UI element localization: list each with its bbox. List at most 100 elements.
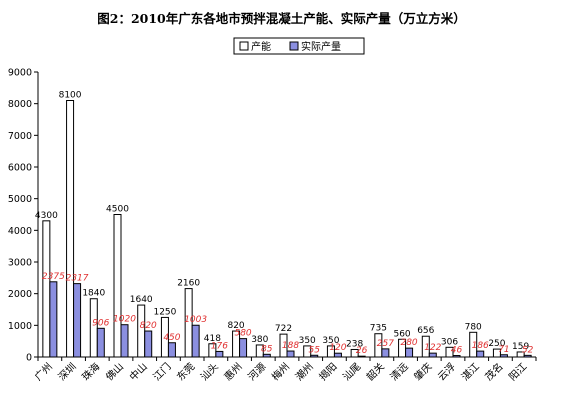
x-tick-label: 肇庆 (411, 360, 434, 383)
data-label-capacity: 159 (512, 342, 529, 352)
data-label-output: 176 (211, 341, 228, 351)
x-tick-label: 阳江 (507, 361, 530, 384)
data-label-capacity: 4300 (35, 211, 58, 221)
x-tick-label: 湛江 (459, 361, 482, 384)
x-tick-label: 清远 (387, 360, 410, 383)
y-tick-label: 7000 (8, 131, 32, 142)
x-tick-label: 茂名 (482, 360, 505, 383)
data-label-capacity: 418 (204, 334, 221, 344)
x-tick-label: 中山 (127, 360, 150, 383)
legend-swatch-output (289, 41, 299, 51)
data-label-output: 1003 (184, 315, 207, 325)
x-tick-label: 潮州 (293, 360, 316, 383)
data-label-capacity: 4500 (106, 205, 129, 215)
bar-capacity (255, 344, 264, 358)
bar-output (499, 354, 508, 358)
y-tick-label: 3000 (8, 258, 32, 269)
bar-capacity (374, 333, 383, 358)
data-label-output: 55 (308, 345, 320, 355)
y-tick-label: 6000 (8, 163, 32, 174)
x-tick-label: 惠州 (221, 360, 244, 383)
data-label-output: 188 (282, 341, 299, 351)
y-tick-label: 8000 (8, 99, 32, 110)
bar-output (239, 338, 248, 358)
bar-output (73, 283, 82, 358)
data-label-output: 906 (92, 318, 109, 328)
data-label-output: 46 (451, 346, 463, 356)
bar-capacity (303, 345, 312, 358)
data-label-capacity: 1840 (82, 289, 105, 299)
data-label-output: 85 (261, 344, 273, 354)
data-label-capacity: 380 (251, 335, 268, 345)
data-label-output: 26 (356, 346, 368, 356)
y-tick-label: 5000 (8, 194, 32, 205)
bar-output (49, 281, 58, 358)
x-tick-label: 汕头 (198, 361, 221, 384)
data-label-output: 2317 (66, 274, 89, 284)
bar-output (310, 354, 319, 358)
bar-capacity (350, 348, 359, 358)
bar-capacity (445, 346, 454, 358)
bar-capacity (184, 288, 193, 358)
bar-capacity (516, 351, 525, 358)
bar-capacity (492, 348, 501, 358)
data-label-capacity: 560 (393, 329, 410, 339)
x-tick-label: 云浮 (435, 361, 458, 384)
bar-output (428, 352, 437, 358)
legend-label-capacity: 产能 (251, 40, 271, 53)
bar-capacity (421, 335, 430, 358)
data-label-capacity: 820 (227, 321, 244, 331)
x-tick-label: 江门 (150, 360, 173, 383)
data-label-capacity: 656 (417, 326, 434, 336)
x-tick-label: 佛山 (103, 360, 126, 383)
bar-output (96, 327, 105, 358)
data-label-capacity: 780 (465, 322, 482, 332)
legend-label-output: 实际产量 (301, 40, 341, 53)
bar-output (191, 324, 200, 358)
y-tick-label: 9000 (8, 68, 32, 79)
y-tick-label: 1000 (8, 321, 32, 332)
y-tick-label: 2000 (8, 289, 32, 300)
data-label-output: 52 (522, 345, 534, 355)
data-label-capacity: 1250 (153, 307, 176, 317)
bar-output (144, 330, 153, 358)
bar-output (452, 355, 461, 358)
bar-capacity (42, 220, 51, 358)
data-label-output: 820 (140, 321, 157, 331)
bar-output (405, 347, 414, 358)
data-label-capacity: 722 (275, 324, 292, 334)
data-label-capacity: 250 (488, 339, 505, 349)
x-tick-label: 广州 (32, 361, 55, 384)
data-label-capacity: 735 (370, 324, 387, 334)
bar-capacity (66, 100, 75, 358)
data-label-output: 257 (377, 339, 394, 349)
data-label-output: 580 (234, 329, 251, 339)
data-label-capacity: 2160 (177, 279, 200, 289)
x-tick-label: 东莞 (174, 360, 197, 383)
x-tick-label: 韶关 (364, 360, 387, 383)
data-label-capacity: 1640 (130, 295, 153, 305)
chart-title: 图2：2010年广东各地市预拌混凝土产能、实际产量（万立方米） (97, 11, 466, 26)
bar-output (215, 350, 224, 358)
data-label-output: 122 (424, 343, 441, 353)
x-tick-label: 揭阳 (316, 360, 339, 383)
data-label-capacity: 350 (322, 336, 339, 346)
bar-capacity (469, 331, 478, 358)
data-label-capacity: 238 (346, 339, 363, 349)
y-tick-label: 4000 (8, 226, 32, 237)
data-label-output: 120 (329, 343, 346, 353)
x-tick-label: 深圳 (56, 361, 79, 384)
bar-capacity (160, 316, 169, 358)
data-label-output: 280 (400, 338, 417, 348)
data-label-output: 186 (472, 341, 489, 351)
bar-capacity (279, 333, 288, 358)
data-label-output: 71 (498, 345, 509, 355)
x-tick-label: 梅州 (269, 360, 292, 383)
bar-capacity (208, 343, 217, 358)
data-label-output: 2375 (42, 272, 65, 282)
legend-swatch-capacity (239, 41, 249, 51)
bar-output (523, 354, 532, 358)
bar-capacity (326, 345, 335, 358)
bar-output (167, 342, 176, 358)
